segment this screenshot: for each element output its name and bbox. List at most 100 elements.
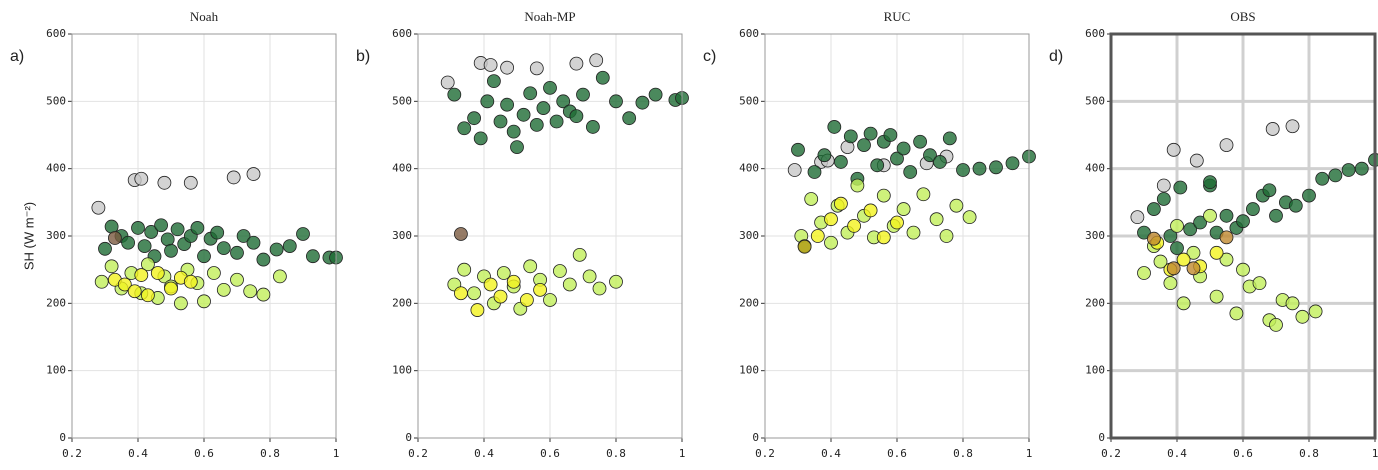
- point: [534, 283, 547, 296]
- point: [1270, 318, 1283, 331]
- point: [828, 120, 841, 133]
- point: [501, 61, 514, 74]
- point: [1220, 139, 1233, 152]
- point: [247, 168, 260, 181]
- point: [257, 288, 270, 301]
- point: [1309, 305, 1322, 318]
- point: [487, 75, 500, 88]
- point: [1369, 153, 1378, 166]
- point: [165, 244, 178, 257]
- x-tick-label: 0.8: [953, 447, 973, 460]
- point: [1147, 203, 1160, 216]
- point: [1296, 310, 1309, 323]
- point: [623, 112, 636, 125]
- y-tick-label: 600: [1085, 27, 1105, 40]
- y-tick-label: 400: [739, 162, 759, 175]
- point: [1237, 215, 1250, 228]
- y-tick-label: 400: [1085, 162, 1105, 175]
- y-tick-label: 600: [392, 27, 412, 40]
- point: [877, 231, 890, 244]
- point: [454, 287, 467, 300]
- point: [884, 129, 897, 142]
- point: [211, 226, 224, 239]
- point: [963, 211, 976, 224]
- point: [596, 71, 609, 84]
- point: [930, 213, 943, 226]
- x-tick-label: 0.4: [1167, 447, 1187, 460]
- point: [217, 283, 230, 296]
- point: [122, 236, 135, 249]
- point: [950, 199, 963, 212]
- y-tick-label: 100: [1085, 364, 1105, 377]
- point: [95, 275, 108, 288]
- y-tick-label: 500: [1085, 94, 1105, 107]
- point: [231, 273, 244, 286]
- point: [563, 278, 576, 291]
- point: [1210, 290, 1223, 303]
- y-tick-label: 0: [1098, 431, 1105, 444]
- point: [1164, 277, 1177, 290]
- y-tick-label: 200: [739, 296, 759, 309]
- point: [155, 219, 168, 232]
- point: [1171, 242, 1184, 255]
- panel-label: b): [356, 48, 370, 65]
- point: [792, 143, 805, 156]
- point: [458, 263, 471, 276]
- point: [520, 293, 533, 306]
- point: [1286, 297, 1299, 310]
- point: [798, 240, 811, 253]
- point: [207, 267, 220, 280]
- point: [610, 95, 623, 108]
- y-tick-label: 300: [46, 229, 66, 242]
- x-tick-label: 1: [679, 447, 686, 460]
- point: [231, 246, 244, 259]
- y-tick-label: 0: [752, 431, 759, 444]
- point: [1237, 263, 1250, 276]
- point: [474, 132, 487, 145]
- point: [864, 127, 877, 140]
- point: [544, 293, 557, 306]
- point: [165, 282, 178, 295]
- x-tick-label: 1: [1026, 447, 1033, 460]
- point: [1167, 143, 1180, 156]
- x-tick-label: 0.6: [887, 447, 907, 460]
- point: [441, 76, 454, 89]
- point: [1138, 267, 1151, 280]
- point: [468, 112, 481, 125]
- point: [494, 290, 507, 303]
- point: [818, 149, 831, 162]
- point: [174, 297, 187, 310]
- point: [1270, 209, 1283, 222]
- y-tick-label: 100: [392, 364, 412, 377]
- y-tick-label: 100: [739, 364, 759, 377]
- point: [530, 62, 543, 75]
- point: [834, 197, 847, 210]
- point: [151, 267, 164, 280]
- point: [573, 248, 586, 261]
- point: [1167, 262, 1180, 275]
- point: [897, 203, 910, 216]
- y-tick-label: 300: [739, 229, 759, 242]
- y-tick-label: 0: [405, 431, 412, 444]
- panel-title: Noah-MP: [524, 9, 575, 24]
- point: [871, 159, 884, 172]
- point: [897, 142, 910, 155]
- x-tick-label: 0.6: [194, 447, 214, 460]
- point: [570, 110, 583, 123]
- panel-label: a): [10, 48, 24, 65]
- point: [494, 115, 507, 128]
- point: [891, 216, 904, 229]
- point: [99, 242, 112, 255]
- point: [1253, 277, 1266, 290]
- x-tick-label: 0.8: [1299, 447, 1319, 460]
- point: [943, 132, 956, 145]
- y-tick-label: 400: [392, 162, 412, 175]
- point: [468, 287, 481, 300]
- point: [1230, 307, 1243, 320]
- x-tick-label: 1: [1372, 447, 1378, 460]
- point: [586, 120, 599, 133]
- point: [577, 88, 590, 101]
